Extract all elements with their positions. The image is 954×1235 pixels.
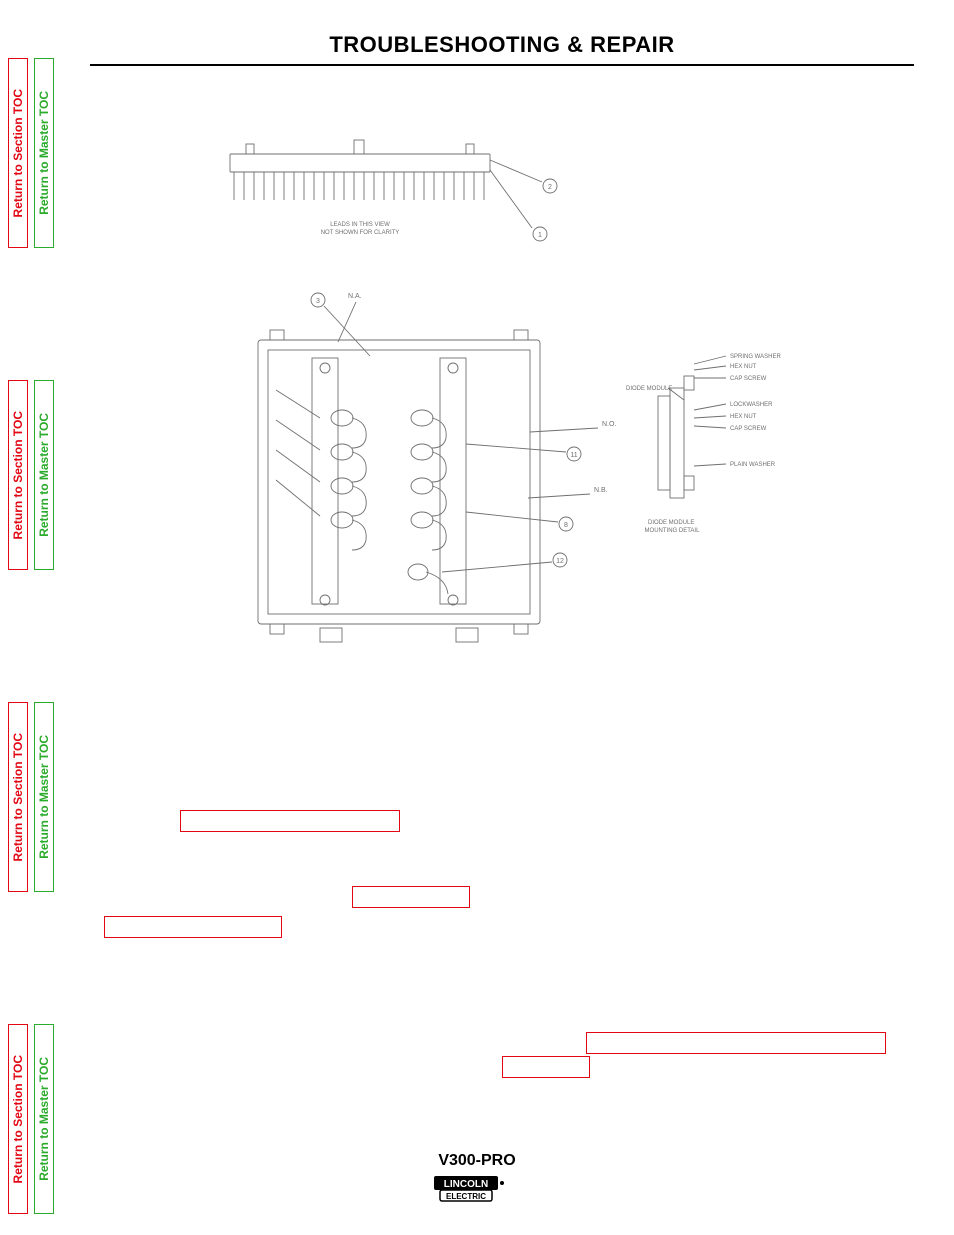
- page-title: TROUBLESHOOTING & REPAIR: [90, 32, 914, 66]
- return-master-toc-label: Return to Master TOC: [37, 91, 51, 215]
- link-box-3[interactable]: [104, 916, 282, 938]
- return-master-toc-3[interactable]: Return to Master TOC: [34, 702, 54, 892]
- detail-subtitle: DIODE MODULE MOUNTING DETAIL: [645, 520, 701, 534]
- detail-part: PLAIN WASHER: [730, 462, 776, 468]
- lincoln-electric-logo: LINCOLN ELECTRIC: [432, 1174, 522, 1207]
- return-section-toc-label: Return to Section TOC: [11, 411, 25, 539]
- link-box-2[interactable]: [352, 886, 470, 908]
- no-label: N.O.: [602, 421, 616, 428]
- callout-8: 8: [564, 522, 568, 529]
- link-box-4[interactable]: [586, 1032, 886, 1054]
- return-master-toc-1[interactable]: Return to Master TOC: [34, 58, 54, 248]
- callout-3: 3: [316, 298, 320, 305]
- callout-11: 11: [570, 452, 577, 459]
- return-section-toc-3[interactable]: Return to Section TOC: [8, 702, 28, 892]
- return-master-toc-label: Return to Master TOC: [37, 735, 51, 859]
- return-section-toc-label: Return to Section TOC: [11, 89, 25, 217]
- return-section-toc-1[interactable]: Return to Section TOC: [8, 58, 28, 248]
- callout-1: 1: [538, 232, 542, 239]
- detail-part: HEX NUT: [730, 364, 757, 370]
- side-tab-container: Return to Section TOC Return to Section …: [8, 0, 56, 1235]
- section-toc-col: Return to Section TOC Return to Section …: [8, 0, 28, 1235]
- detail-part: SPRING WASHER: [730, 354, 781, 360]
- model-number: V300-PRO: [0, 1152, 954, 1170]
- page-footer: V300-PRO LINCOLN ELECTRIC: [0, 1152, 954, 1207]
- na-label: N.A.: [348, 293, 362, 300]
- callout-12: 12: [556, 558, 564, 565]
- detail-part: LOCKWASHER: [730, 402, 773, 408]
- return-master-toc-2[interactable]: Return to Master TOC: [34, 380, 54, 570]
- return-section-toc-label: Return to Section TOC: [11, 733, 25, 861]
- svg-text:ELECTRIC: ELECTRIC: [446, 1192, 486, 1201]
- top-view-note: LEADS IN THIS VIEWNOT SHOWN FOR CLARITY: [321, 222, 400, 236]
- return-master-toc-label: Return to Master TOC: [37, 413, 51, 537]
- master-toc-col: Return to Master TOC Return to Master TO…: [34, 0, 54, 1235]
- output-rectifier-figure: 2 1 LEADS IN THIS VIEWNOT SHOWN FOR CLAR…: [170, 120, 790, 680]
- detail-part: HEX NUT: [730, 414, 757, 420]
- link-box-5[interactable]: [502, 1056, 590, 1078]
- detail-part: CAP SCREW: [730, 426, 767, 432]
- nb-label: N.B.: [594, 487, 608, 494]
- svg-text:LINCOLN: LINCOLN: [444, 1179, 488, 1190]
- callout-2: 2: [548, 184, 552, 191]
- link-box-1[interactable]: [180, 810, 400, 832]
- detail-title: DIODE MODULE: [626, 386, 672, 392]
- detail-part: CAP SCREW: [730, 376, 767, 382]
- return-section-toc-2[interactable]: Return to Section TOC: [8, 380, 28, 570]
